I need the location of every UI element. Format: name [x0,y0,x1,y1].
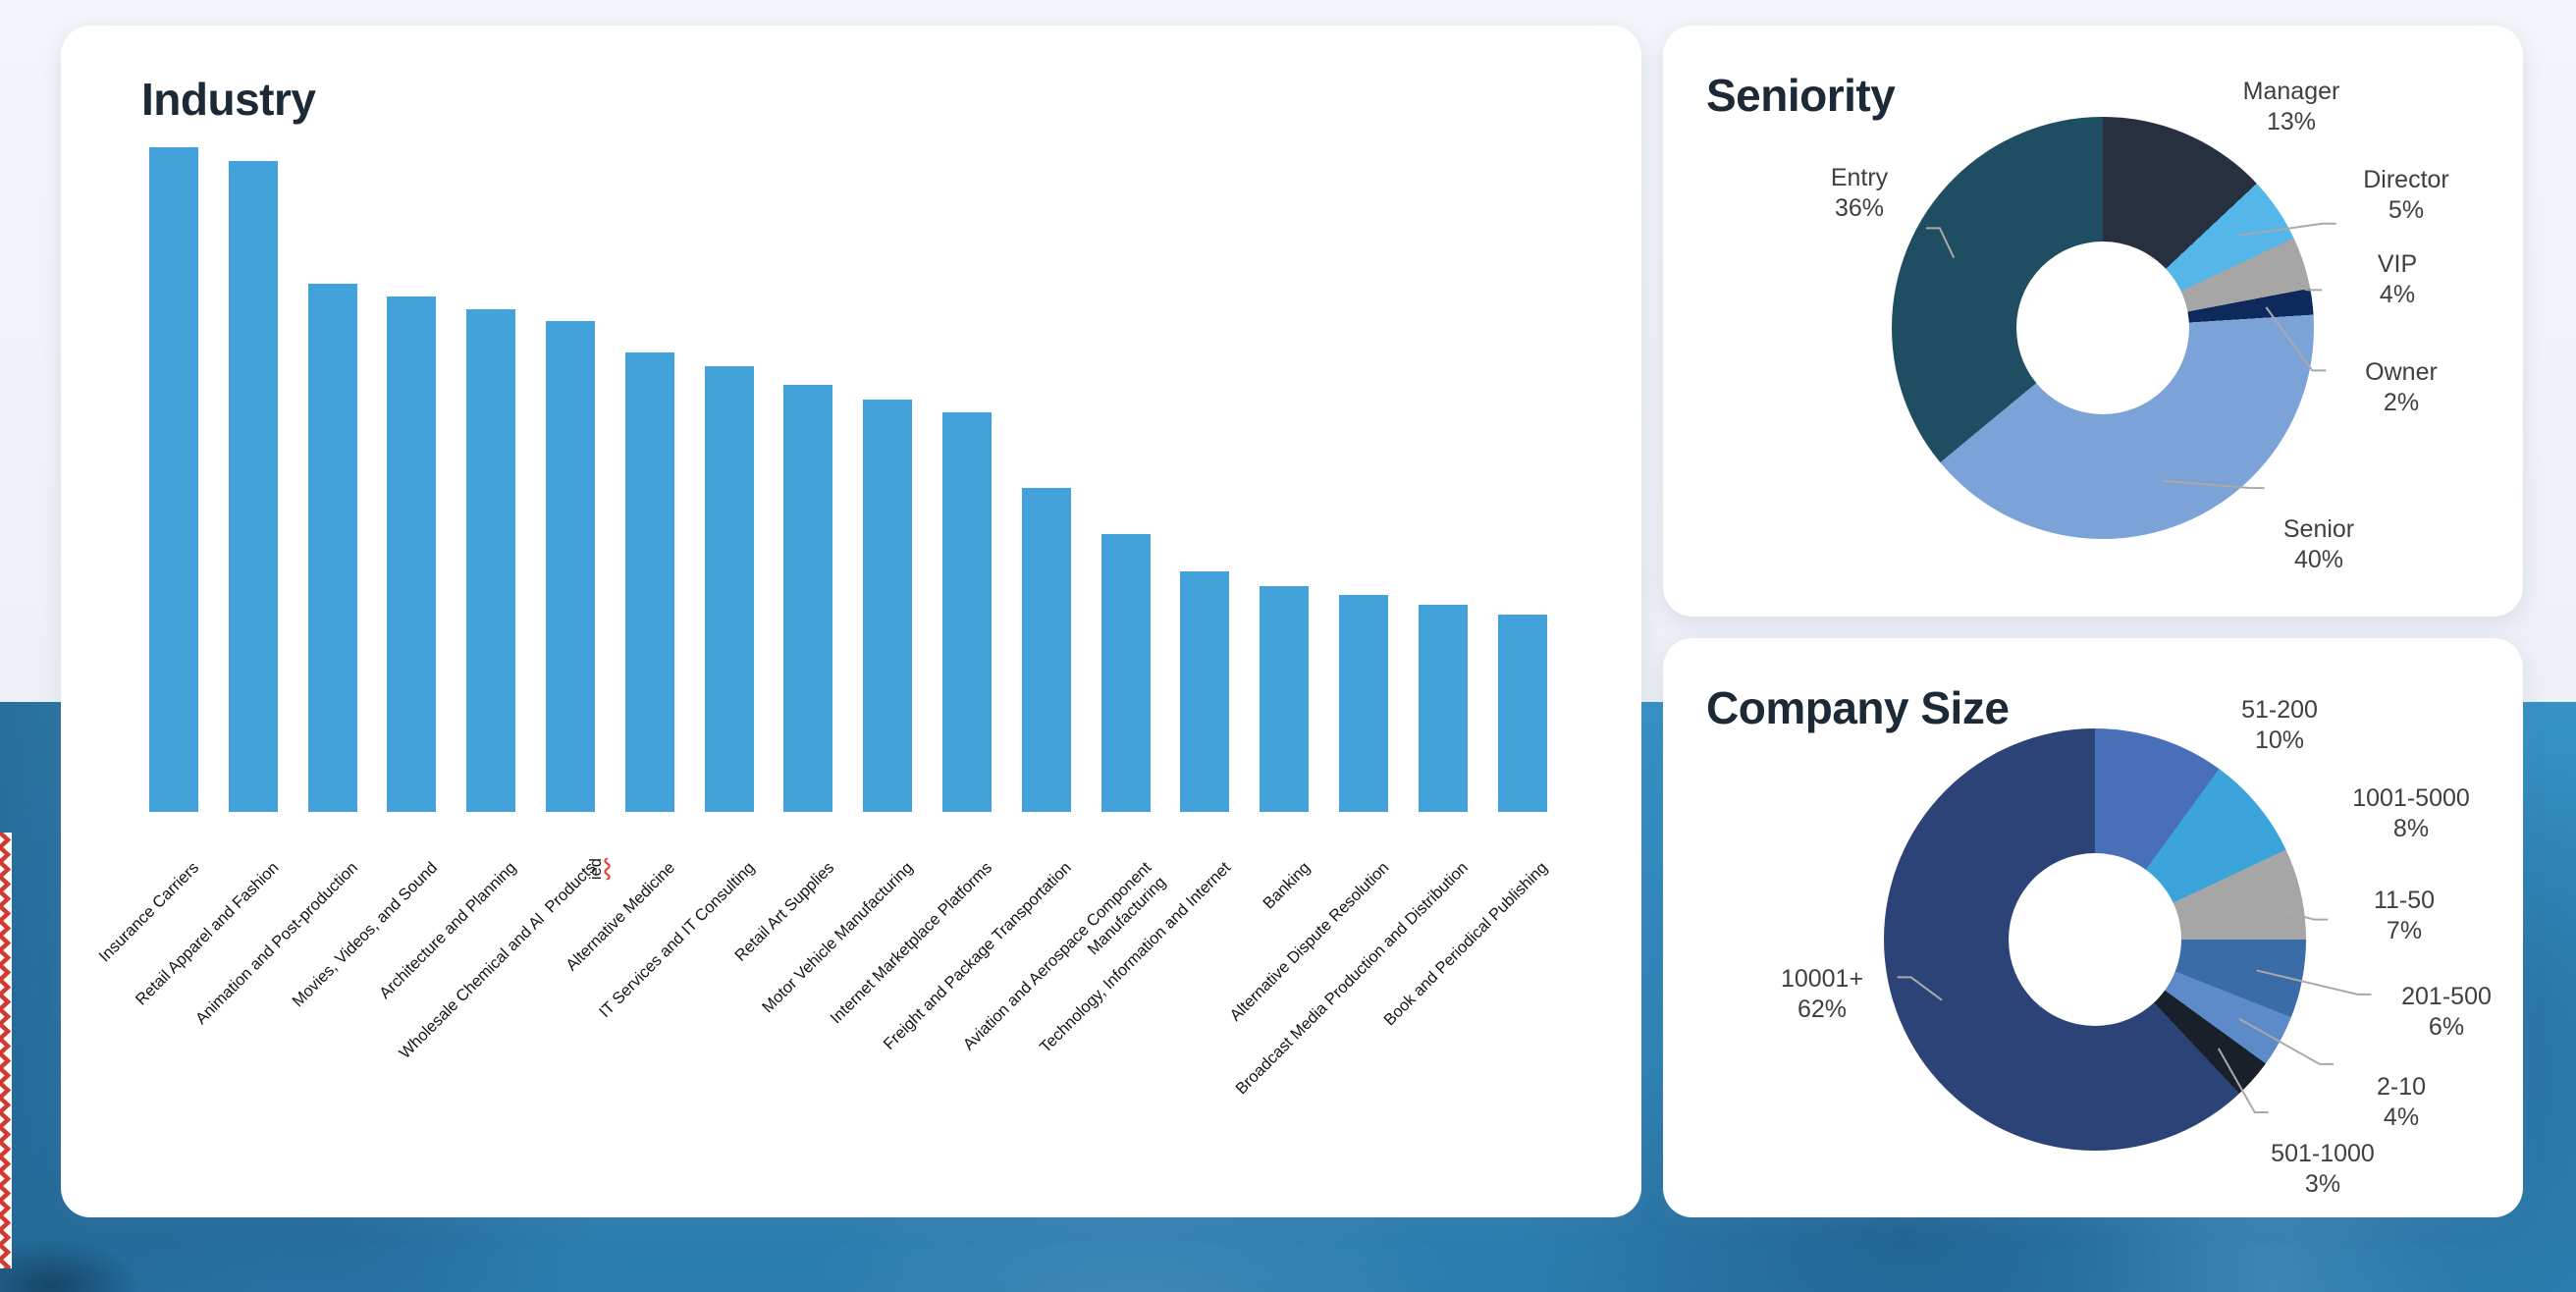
bar-6 [546,320,595,812]
segment-name: 10001+ [1780,965,1864,993]
segment-percent: 40% [2293,546,2344,573]
bar-11 [942,412,992,812]
seniority-donut-chart: Manager 13% Director 5% VIP 4% Owner 2% Senior 40… [1663,26,2523,617]
industry-bar-chart: Insurance Carriers Retail Apparel and Fas… [61,26,1641,1217]
donut-label-2-10: 2-10 4% [2377,1072,2426,1133]
bar-8 [704,366,754,812]
segment-percent: 5% [2388,196,2425,224]
segment-name: Manager [2242,78,2340,105]
industry-title: Industry [141,74,316,125]
segment-percent: 62% [1797,996,1848,1023]
segment-percent: 6% [2428,1013,2465,1041]
donut-label-501-1000: 501-1000 3% [2271,1139,2375,1200]
seniority-card: Seniority Manager 13% Director 5% VIP 4% Owner… [1663,26,2523,617]
donut-label-Entry: Entry 36% [1831,163,1888,224]
bar-5 [466,309,516,812]
segment-name: Entry [1830,164,1889,191]
donut-label-Senior: Senior 40% [2283,514,2354,575]
bar-12 [1021,488,1071,812]
company-size-card: Company Size 51-200 10% 1001-5000 8% 11-50 7%… [1663,638,2523,1217]
segment-name: Owner [2365,358,2438,386]
bar-10 [863,400,913,812]
bar-3 [307,283,357,812]
segment-name: Senior [2282,515,2355,543]
bar-16 [1339,594,1388,812]
donut-label-Owner: Owner 2% [2365,357,2438,418]
segment-name: Director [2363,166,2449,193]
segment-percent: 10% [2254,727,2305,754]
bar-17 [1418,604,1468,812]
industry-card: Industry Insurance Carriers Retail Appare… [61,26,1641,1217]
segment-percent: 7% [2386,917,2423,944]
segment-percent: 4% [2379,281,2416,308]
bar-9 [783,385,833,812]
red-zigzag-edge [0,833,12,1268]
segment-percent: 36% [1834,194,1885,222]
segment-name: VIP [2377,250,2418,278]
segment-name: 501-1000 [2271,1140,2375,1167]
leader-lines [1897,902,2372,1113]
bar-2 [228,160,278,812]
donut-label-11-50: 11-50 7% [2374,886,2435,946]
donut-label-Director: Director 5% [2363,165,2449,226]
segment-name: 51-200 [2241,696,2318,724]
segment-name: 11-50 [2373,887,2436,914]
seniority-title: Seniority [1706,70,1896,121]
donut-ring [1892,117,2314,539]
donut-label-VIP: VIP 4% [2378,249,2417,310]
segment-name: 2-10 [2376,1073,2427,1101]
donut-label-51-200: 51-200 10% [2241,695,2318,756]
segment-name: 1001-5000 [2352,784,2470,812]
segment-name: 201-500 [2401,983,2492,1010]
bar-4 [387,296,437,812]
bar-15 [1260,586,1310,812]
leader-lines [1925,222,2336,490]
bar-18 [1497,614,1547,812]
segment-percent: 2% [2383,389,2420,416]
donut-label-1001-5000: 1001-5000 8% [2352,783,2470,844]
segment-percent: 8% [2392,815,2430,842]
segment-percent: 13% [2266,108,2317,135]
bar-1 [149,147,198,812]
bar-14 [1180,570,1230,812]
company-size-title: Company Size [1706,682,2010,733]
bar-13 [1100,534,1151,812]
donut-label-201-500: 201-500 6% [2401,982,2492,1043]
donut-label-Manager: Manager 13% [2243,77,2340,137]
segment-percent: 4% [2383,1104,2420,1131]
donut-label-10001+: 10001+ 62% [1781,964,1863,1025]
company-size-donut-chart: 51-200 10% 1001-5000 8% 11-50 7% 201-500 6% 2-10… [1663,638,2523,1217]
bar-7 [624,351,674,812]
segment-percent: 3% [2304,1170,2341,1198]
